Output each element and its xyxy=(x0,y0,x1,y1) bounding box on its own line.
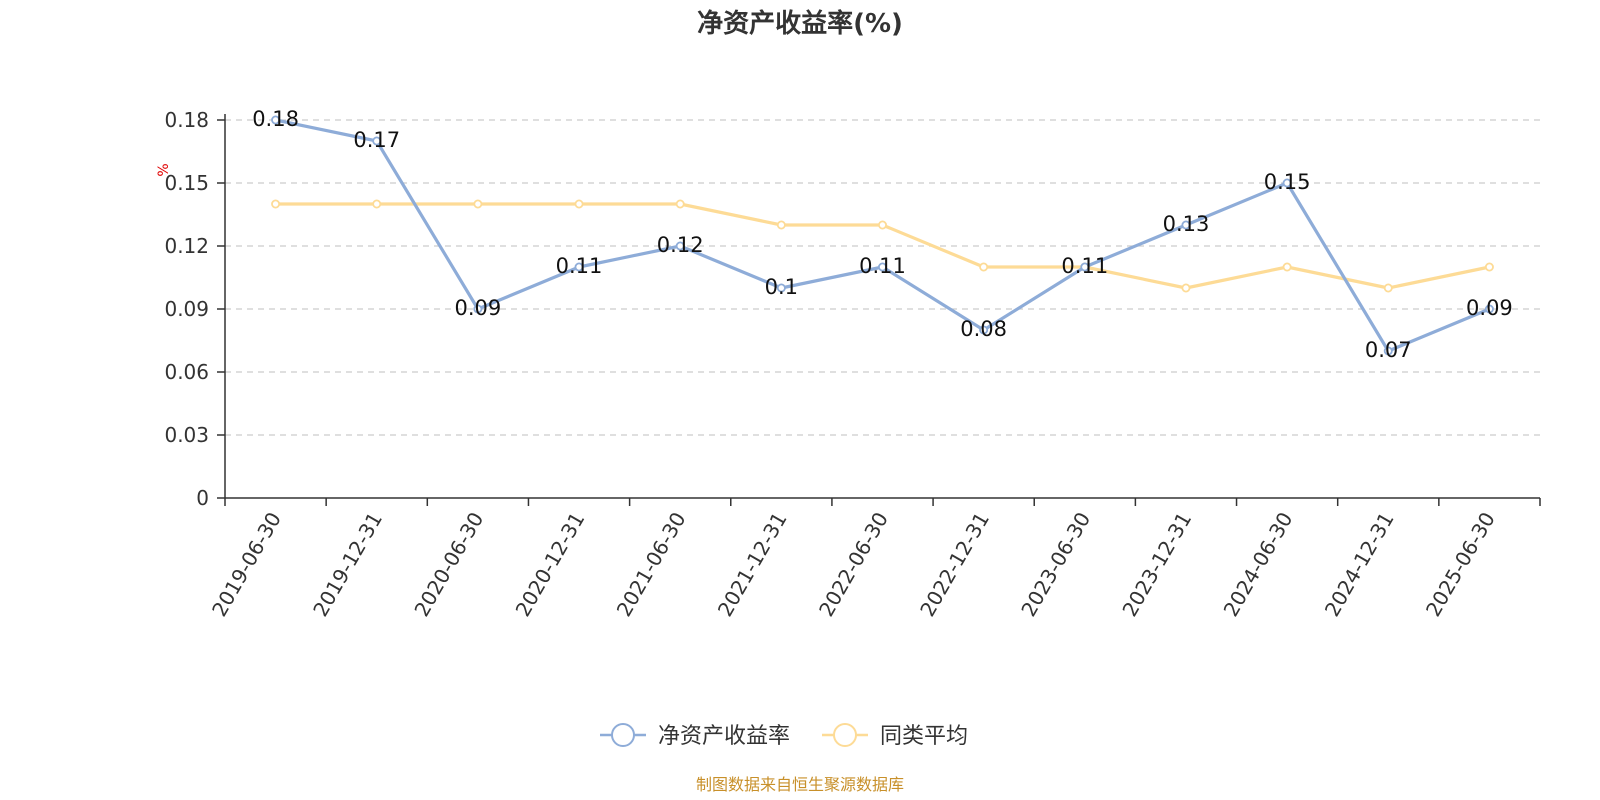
source-note: 制图数据来自恒生聚源数据库 xyxy=(696,775,904,794)
data-label: 0.07 xyxy=(1365,338,1412,362)
legend[interactable]: 净资产收益率 同类平均 xyxy=(600,723,968,749)
y-axis-unit-label: % xyxy=(156,163,172,176)
x-tick-label: 2020-12-31 xyxy=(511,508,590,621)
data-point[interactable] xyxy=(878,220,888,230)
data-label: 0.11 xyxy=(556,254,603,278)
x-tick-label: 2025-06-30 xyxy=(1421,508,1500,621)
axes: 0 0.03 0.06 0.09 0.12 0.15 0.18 2019-06-30 2019-… xyxy=(164,108,1541,621)
legend-label: 同类平均 xyxy=(880,724,968,749)
x-tick-label: 2019-06-30 xyxy=(207,508,286,621)
x-tick-label: 2020-06-30 xyxy=(409,508,488,621)
data-point[interactable] xyxy=(1383,346,1393,356)
chart-title: 净资产收益率(%) xyxy=(697,8,903,39)
data-label: 0.12 xyxy=(657,233,704,257)
x-tick-label: 2023-06-30 xyxy=(1016,508,1095,621)
data-point[interactable] xyxy=(776,283,786,293)
legend-item[interactable]: 同类平均 xyxy=(822,723,968,749)
data-point[interactable] xyxy=(271,115,281,125)
data-point[interactable] xyxy=(675,241,685,251)
y-tick-label: 0.18 xyxy=(164,108,209,132)
y-tick-label: 0 xyxy=(196,486,209,510)
data-point[interactable] xyxy=(1080,262,1090,272)
data-point[interactable] xyxy=(1181,220,1191,230)
data-label: 0.11 xyxy=(859,254,906,278)
data-point[interactable] xyxy=(473,199,483,209)
data-point[interactable] xyxy=(473,304,483,314)
data-point[interactable] xyxy=(675,199,685,209)
data-point[interactable] xyxy=(1181,283,1191,293)
data-label: 0.15 xyxy=(1264,170,1311,194)
x-tick-label: 2024-12-31 xyxy=(1320,508,1399,621)
data-label: 0.1 xyxy=(765,275,798,299)
data-point[interactable] xyxy=(372,136,382,146)
data-point[interactable] xyxy=(979,262,989,272)
data-label: 0.09 xyxy=(455,296,502,320)
data-point[interactable] xyxy=(979,325,989,335)
data-point[interactable] xyxy=(372,199,382,209)
x-tick-label: 2022-12-31 xyxy=(915,508,994,621)
legend-marker xyxy=(833,723,857,747)
y-tick-label: 0.09 xyxy=(164,297,209,321)
data-point[interactable] xyxy=(1484,262,1494,272)
data-point[interactable] xyxy=(1484,304,1494,314)
data-point[interactable] xyxy=(574,199,584,209)
x-tick-label: 2021-12-31 xyxy=(713,508,792,621)
y-tick-label: 0.15 xyxy=(164,171,209,195)
series-lines xyxy=(271,115,1494,356)
x-tick-label: 2024-06-30 xyxy=(1219,508,1298,621)
data-point[interactable] xyxy=(1282,178,1292,188)
x-tick-label: 2019-12-31 xyxy=(308,508,387,621)
data-label: 0.18 xyxy=(252,107,299,131)
x-tick-label: 2022-06-30 xyxy=(814,508,893,621)
data-label: 0.08 xyxy=(960,317,1007,341)
x-tick-label: 2021-06-30 xyxy=(612,508,691,621)
data-label: 0.13 xyxy=(1163,212,1210,236)
x-tick-label: 2023-12-31 xyxy=(1117,508,1196,621)
data-point[interactable] xyxy=(776,220,786,230)
y-tick-label: 0.03 xyxy=(164,423,209,447)
y-tick-label: 0.12 xyxy=(164,234,209,258)
legend-label: 净资产收益率 xyxy=(658,724,790,749)
data-point[interactable] xyxy=(878,262,888,272)
data-point[interactable] xyxy=(271,199,281,209)
data-point[interactable] xyxy=(574,262,584,272)
data-label: 0.17 xyxy=(353,128,400,152)
data-label: 0.09 xyxy=(1466,296,1513,320)
data-point[interactable] xyxy=(1282,262,1292,272)
y-tick-label: 0.06 xyxy=(164,360,209,384)
data-point[interactable] xyxy=(1383,283,1393,293)
legend-item[interactable]: 净资产收益率 xyxy=(600,723,790,749)
legend-marker xyxy=(611,723,635,747)
data-label: 0.11 xyxy=(1061,254,1108,278)
data-labels: 0.18 0.17 0.09 0.11 0.12 0.1 0.11 0.08 0.11 0.13 0… xyxy=(252,107,1513,362)
